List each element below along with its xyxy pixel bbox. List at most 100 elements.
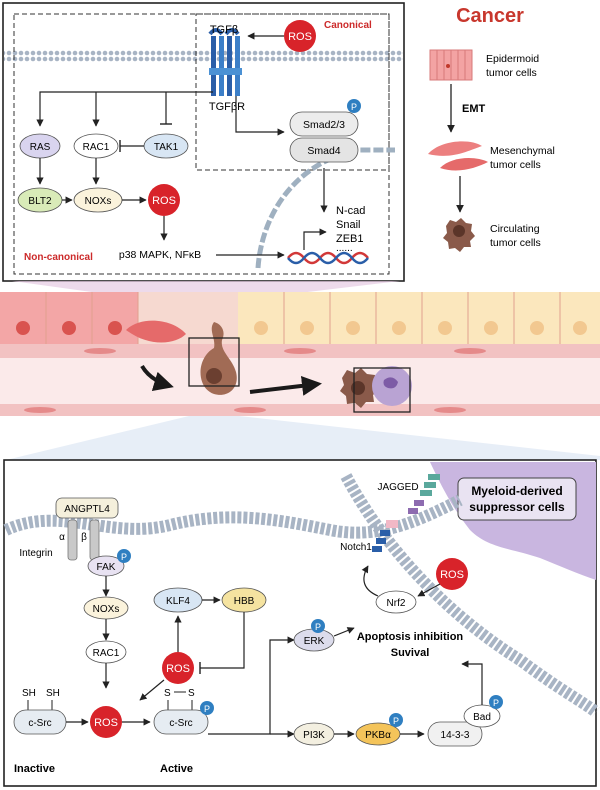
smad4-node [289,137,359,163]
ros-canonical-label: ROS [288,31,312,43]
smad23-label: Smad2/3 [303,119,345,131]
ros-lower-node [90,706,122,738]
integrin-alpha-label: α [59,532,65,543]
mdsc-label-1: Myeloid-derived [471,484,562,498]
tgfb-label: TGFβ [210,24,238,36]
smad23-node [289,111,359,137]
nrf2-node [375,590,417,614]
svg-text:P: P [493,698,499,708]
circulating-label-1: Circulating [490,223,540,235]
vessel-lumen [0,358,600,404]
gene-snail: Snail [336,219,360,231]
ctc-mdsc-cluster [340,366,412,408]
mesenchymal-label-1: Mesenchymal [490,145,555,157]
dna-helix [287,251,369,265]
epidermoid-label-2: tumor cells [486,67,537,79]
ros-noncanonical-node [148,184,180,216]
top-panel: TGFβ TGFβR ROS Canonical RAS RAC1 TAK1 B… [2,2,405,282]
gene-zeb1: ZEB1 [336,233,364,245]
mesenchymal-cells-icon [428,141,488,171]
zoom-funnel-top [12,281,400,300]
svg-text:P: P [121,552,127,562]
inactive-label: Inactive [14,763,55,775]
canonical-label: Canonical [324,20,372,31]
active-label: Active [160,763,193,775]
epidermoid-cells-icon [429,49,473,81]
hbb-label: HBB [234,596,255,607]
pi3k-label: PI3K [303,730,325,741]
s-right-label: S [188,688,195,699]
csrc-active-node [153,709,209,735]
tissue-strip [0,281,600,416]
mesenchymal-label-2: tumor cells [490,159,541,171]
integrin-beta-label: β [81,532,87,543]
cell-membrane-top [4,50,403,64]
non-canonical-label: Non-canonical [24,252,93,263]
rac1-bottom-label: RAC1 [93,648,120,659]
arrow-circulation [249,375,322,396]
integrin-alpha [67,519,78,561]
migrating-mesenchymal-cell [126,320,186,343]
arrow-receptor-to-smad [235,96,285,136]
arrow-receptor-to-ras [36,91,213,127]
bad-phospho-badge [489,695,503,709]
sh-left-label: SH [22,688,36,699]
tak1-label: TAK1 [154,142,179,153]
zoom-box-left [188,337,240,387]
circulating-label-2: tumor cells [490,237,541,249]
sh-right-label: SH [46,688,60,699]
zoom-box-right [353,367,411,413]
mdsc-membrane [340,473,600,717]
angptl4-node [55,497,119,519]
ras-label: RAS [30,142,51,153]
smad4-label: Smad4 [307,145,340,157]
tgfb-receptor [208,28,242,96]
cancer-legend: Cancer Epidermoid tumor cells EMT Mesenc… [428,5,555,252]
cancer-title: Cancer [456,5,524,27]
p1433-node [427,721,483,747]
ros-canonical-node [284,20,316,52]
pkb-label: PKBα [365,730,391,741]
ros-mdsc-node [436,558,468,590]
notch1-receptor [372,520,398,552]
fak-label: FAK [97,562,116,573]
erk-label: ERK [304,636,325,647]
epithelial-layer [0,292,600,344]
gene-more: ...... [336,243,353,254]
klf4-label: KLF4 [166,596,190,607]
bad-label: Bad [473,712,491,723]
rac1-top-label: RAC1 [83,142,110,153]
csrc-phospho-badge [200,701,214,715]
arrow-intravasation [140,364,174,391]
survival-label: Suvival [391,647,430,659]
vessel-wall-bottom [0,404,600,416]
integrin-beta [89,519,100,561]
emt-label: EMT [462,103,486,115]
arrow-csrc-erk [208,636,295,735]
angptl4-label: ANGPTL4 [64,504,110,515]
arrow-nrf2-notch1 [361,565,379,597]
arrow-rosc-roslower [139,679,165,701]
jagged-label: JAGGED [377,482,418,493]
noxs-top-label: NOXs [85,196,112,207]
svg-text:P: P [351,102,357,112]
p38-label: p38 MAPK, NFκB [119,249,201,261]
svg-text:P: P [315,622,321,632]
arrow-transcription [303,228,327,250]
apoptosis-label: Apoptosis inhibition [357,631,464,643]
tgfbr-label: TGFβR [209,101,245,113]
csrc-inactive-label: c-Src [28,718,51,729]
epidermoid-label-1: Epidermoid [486,53,539,65]
ros-lower-label: ROS [94,717,118,729]
arrow-erk-apoptosis [333,627,355,637]
ros-mdsc-label: ROS [440,569,464,581]
zoom-funnel-bottom [6,416,600,460]
bottom-panel: Myeloid-derived suppressor cells ANGPTL4… [3,459,600,787]
ros-center-label: ROS [166,663,190,675]
inhibit-hbb-ros [200,612,245,669]
csrc-active-label: c-Src [169,718,192,729]
smad-phospho-badge [347,99,361,113]
integrin-label: Integrin [19,548,52,559]
pkb-phospho-badge [389,713,403,727]
